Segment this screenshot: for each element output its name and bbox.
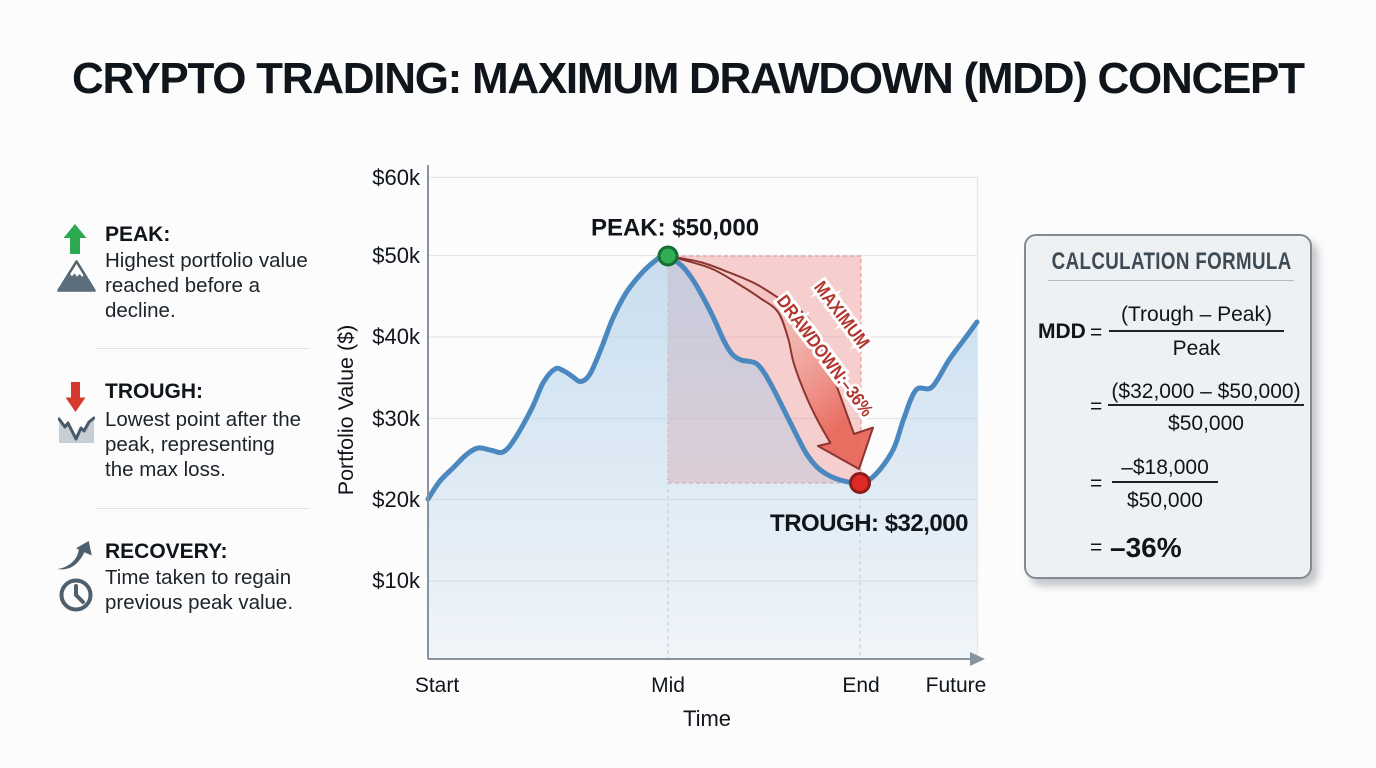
svg-text:$50k: $50k [372, 243, 421, 268]
svg-text:Portfolio Value ($): Portfolio Value ($) [334, 325, 358, 496]
svg-text:$10k: $10k [372, 568, 421, 593]
svg-text:Start: Start [415, 674, 460, 697]
svg-text:$30k: $30k [372, 406, 421, 431]
svg-text:$60k: $60k [372, 165, 421, 190]
svg-text:Mid: Mid [651, 674, 685, 697]
svg-text:Future: Future [926, 674, 987, 697]
svg-text:$40k: $40k [372, 324, 421, 349]
svg-text:TROUGH: $32,000: TROUGH: $32,000 [770, 510, 968, 537]
svg-text:End: End [842, 674, 879, 697]
svg-text:Time: Time [683, 706, 731, 731]
svg-text:$20k: $20k [372, 487, 421, 512]
svg-text:PEAK: $50,000: PEAK: $50,000 [591, 215, 759, 242]
